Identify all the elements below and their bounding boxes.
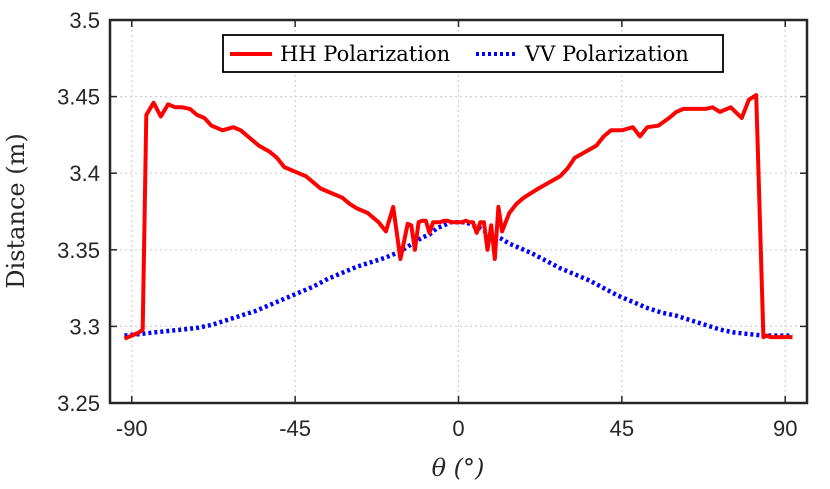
legend: HH Polarization VV Polarization	[222, 34, 724, 73]
x-tick-label: 90	[773, 416, 797, 441]
x-tick-label: 45	[610, 416, 634, 441]
legend-box	[222, 34, 724, 73]
y-tick-label: 3.5	[69, 8, 100, 33]
x-tick-label: -45	[279, 416, 311, 441]
y-tick-label: 3.45	[57, 85, 100, 110]
y-tick-label: 3.35	[57, 238, 100, 263]
x-tick-label: -90	[116, 416, 148, 441]
series-line-hh	[123, 93, 793, 341]
x-tick-label: 0	[452, 416, 464, 441]
y-tick-label: 3.3	[69, 314, 100, 339]
ticks: -90 -45 0 45 90 3.25 3.3 3.35 3.4 3.45 3.5	[57, 8, 807, 441]
x-axis-label: θ (°)	[432, 454, 485, 482]
series-layer	[123, 93, 793, 341]
legend-label-hh: HH Polarization	[280, 42, 450, 66]
y-tick-label: 3.25	[57, 391, 100, 416]
y-tick-label: 3.4	[69, 161, 100, 186]
legend-label-vv: VV Polarization	[524, 42, 689, 66]
y-axis-label: Distance (m)	[2, 133, 30, 288]
